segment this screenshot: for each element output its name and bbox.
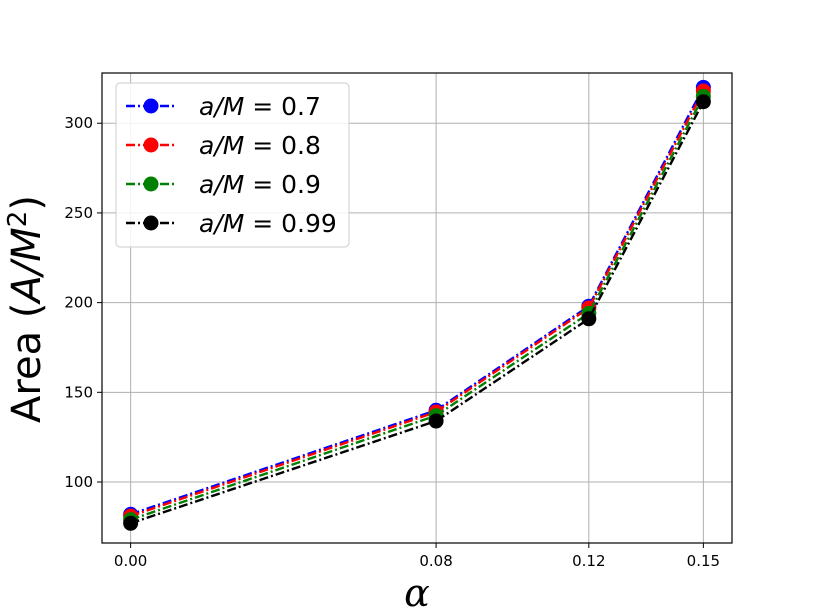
x-tick-label: 0.00: [114, 552, 147, 570]
series-line: [130, 101, 705, 525]
plot-frame: [101, 72, 733, 544]
legend-marker: [143, 176, 159, 192]
series-group: [123, 79, 711, 531]
series-line: [130, 95, 705, 521]
y-tick-label: 300: [64, 114, 93, 132]
series-line: [130, 90, 705, 518]
legend-label: a/M = 0.99: [199, 209, 337, 238]
y-axis-ticks: 100 150 200 250 300: [64, 114, 102, 491]
legend-marker: [143, 98, 159, 114]
y-tick-label: 100: [64, 473, 93, 491]
legend-box: [115, 82, 350, 248]
y-tick-label: 250: [64, 204, 93, 222]
x-tick-label: 0.12: [572, 552, 605, 570]
data-point: [695, 94, 711, 110]
data-point: [123, 515, 139, 531]
x-tick-label: 0.08: [419, 552, 452, 570]
data-point: [581, 311, 597, 327]
data-point: [428, 413, 444, 429]
x-tick-label: 0.15: [687, 552, 720, 570]
legend-marker: [143, 215, 159, 231]
x-axis-label: α: [404, 571, 430, 610]
legend-label: a/M = 0.8: [199, 131, 321, 160]
series-line: [130, 86, 705, 516]
y-tick-label: 200: [64, 294, 93, 312]
legend-label: a/M = 0.7: [199, 92, 321, 121]
y-axis-label: Area (A/M2): [3, 195, 50, 423]
y-tick-label: 150: [64, 383, 93, 401]
x-axis-ticks: 0.00 0.08 0.12 0.15: [114, 543, 720, 570]
legend-marker: [143, 137, 159, 153]
legend: a/M = 0.7 a/M = 0.8 a/M = 0.9 a/M = 0.99: [115, 82, 350, 248]
legend-label: a/M = 0.9: [199, 170, 321, 199]
